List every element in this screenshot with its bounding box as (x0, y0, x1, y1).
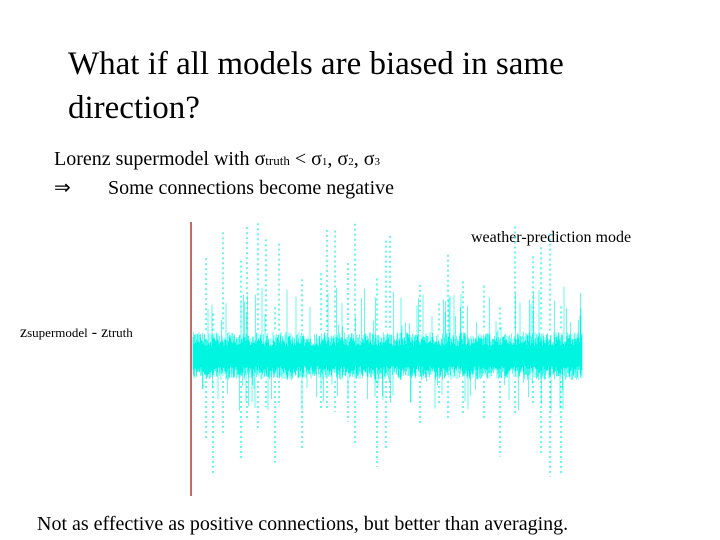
sigma-2-symbol: σ (337, 148, 349, 170)
sigma-2-subscript: 2 (348, 156, 354, 168)
supermodel-subscript: supermodel (27, 325, 88, 340)
sigma-3-subscript: 3 (374, 156, 380, 168)
z-symbol-2: z (101, 324, 109, 341)
footer-text: Not as effective as positive connections… (37, 513, 569, 535)
y-axis-label: zsupermodel - ztruth (20, 323, 133, 343)
truth-subscript: truth (265, 153, 290, 168)
minus-sign: - (87, 324, 102, 341)
separator-1: , (327, 148, 338, 170)
sigma-truth-symbol: σ (254, 148, 266, 170)
truth-subscript-2: truth (108, 325, 133, 340)
lorenz-supermodel-line: Lorenz supermodel with σtruth < σ1, σ2, … (54, 147, 380, 174)
z-symbol: z (20, 324, 28, 341)
separator-2: , (353, 148, 364, 170)
sigma-1-symbol: σ (311, 148, 322, 170)
negative-connections-text: Some connections become negative (108, 177, 395, 199)
sigma-1-subscript: 1 (321, 156, 328, 168)
weather-prediction-mode-label: weather-prediction mode (471, 229, 632, 246)
sigma-3-symbol: σ (363, 148, 375, 170)
signal-spikes (205, 223, 562, 477)
less-than: < (289, 148, 312, 170)
lorenz-prefix: Lorenz supermodel with (54, 148, 255, 170)
signal-trace (192, 223, 583, 477)
slide-title: What if all models are biased in same di… (68, 46, 564, 126)
signal-core (193, 346, 582, 366)
implies-arrow-icon: ⇒ (54, 177, 71, 199)
negative-connections-line: ⇒ Some connections become negative (54, 176, 394, 200)
